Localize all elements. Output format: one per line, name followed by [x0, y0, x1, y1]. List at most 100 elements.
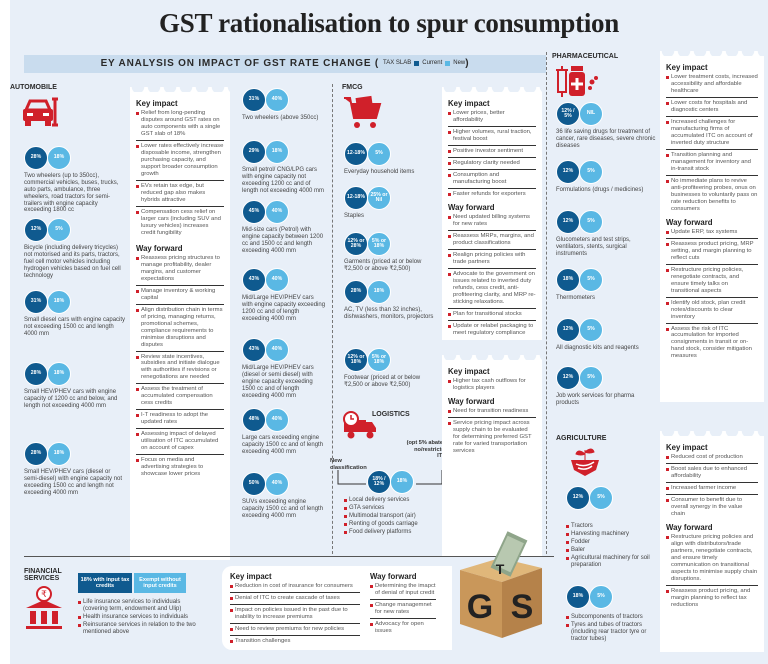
new-rate: 5%	[579, 318, 603, 342]
rate-pair: 12-18% 25% or Nil	[344, 186, 391, 210]
key-impact-list: Higher tax cash outflows for logistics p…	[448, 378, 536, 394]
rate-description: Thermometers	[556, 295, 596, 301]
list-item: Lower prices, better affordability	[448, 110, 536, 128]
divider	[24, 556, 554, 557]
current-rate: 43%	[242, 268, 266, 292]
list-item: Transition challenges	[230, 638, 360, 647]
current-rate: 28%	[24, 362, 48, 386]
way-forward-list: Need for transition readiness Service pri…	[448, 408, 536, 457]
current-rate: 12-18%	[344, 142, 368, 166]
list-item: Need for transition readiness	[448, 408, 536, 419]
list-item: Assessing impact of delayed utilisation …	[136, 431, 224, 456]
legend-current-label: Current	[422, 60, 443, 67]
new-rate: 5%	[579, 366, 603, 390]
agriculture-items-2: Subcomponents of tractors Tyres and tubes…	[566, 614, 660, 644]
new-rate: 25% or Nil	[367, 186, 391, 210]
rate-pair: 12-18% 5%	[344, 142, 391, 166]
key-impact-list: Reduction in cost of insurance for consu…	[230, 583, 360, 647]
current-rate: 29%	[242, 140, 266, 164]
new-rate: 18%	[390, 470, 414, 494]
list-item: Positive investor sentiment	[448, 148, 536, 159]
way-forward-list: Update ERP, tax systems Reassess product …	[666, 229, 758, 363]
rate-description: Bicycle (including delivery tricycles) n…	[24, 245, 121, 279]
list-item: Determining the imapct of denial of inpu…	[370, 583, 436, 601]
new-rate: 5% or 18%	[367, 232, 391, 256]
list-item: Higher tax cash outflows for logistics p…	[448, 378, 536, 394]
list-item: Relief from long-pending disputes around…	[136, 110, 224, 142]
list-item: Identify old stock, plan credit notes/di…	[666, 300, 758, 324]
list-item: Update ERP, tax systems	[666, 229, 758, 239]
new-rate: 18%	[47, 442, 71, 466]
new-rate: 40%	[265, 338, 289, 362]
current-rate-box: 18% with input tax credits	[78, 573, 132, 593]
divider	[332, 84, 333, 554]
current-rate: 18%	[556, 268, 580, 292]
list-item: Baler	[566, 547, 658, 554]
financial-title: FINANCIAL SERVICES	[24, 568, 62, 583]
rate-description: Small diesel cars with engine capacity n…	[24, 317, 126, 337]
new-rate: 18%	[367, 280, 391, 304]
list-item: Consumer to benefit due to overall syner…	[666, 497, 758, 520]
new-rate: 40%	[265, 268, 289, 292]
current-rate: 12% or 18%	[344, 348, 368, 372]
list-item: Consumption and manufacturing boost	[448, 172, 536, 189]
rate-description: Small petrol/ CNG/LPG cars with engine c…	[242, 167, 325, 194]
list-item: Restructure pricing policies and align w…	[666, 534, 758, 586]
new-rate: 5%	[579, 160, 603, 184]
list-item: I-T readiness to adopt the updated rates	[136, 412, 224, 430]
rate-pair: 28% 18%	[344, 280, 391, 304]
rate-pair: 48% 40%	[242, 408, 289, 432]
way-forward-heading: Way forward	[666, 522, 713, 532]
list-item: Reassess product pricing, MRP setting, a…	[666, 241, 758, 265]
current-rate: 12%	[24, 218, 48, 242]
new-rate: 18%	[47, 362, 71, 386]
list-item: Lower rates effectively increase disposa…	[136, 143, 224, 181]
financial-impact-card: Key impact Reduction in cost of insuranc…	[222, 566, 452, 650]
agriculture-items-1: Tractors Harvesting machinery Fodder Baler A…	[566, 523, 658, 570]
current-rate: 28%	[24, 146, 48, 170]
fmcg-title: FMCG	[342, 84, 363, 91]
rate-pair: 43% 40%	[242, 338, 289, 362]
rate-description: Everyday household items	[344, 169, 415, 175]
way-forward-heading: Way forward	[448, 202, 495, 212]
key-impact-heading: Key impact	[666, 63, 708, 72]
way-forward-list: Reassess pricing structures to manage pr…	[136, 255, 224, 480]
rate-pair: 28% 18%	[24, 146, 71, 170]
way-forward-list: Determining the imapct of denial of inpu…	[370, 583, 436, 637]
legend-new-swatch	[445, 61, 451, 67]
rate-pair: 12% 5%	[24, 218, 71, 242]
list-item: EVs retain tax edge, but reduced gap als…	[136, 183, 224, 207]
key-impact-heading: Key impact	[666, 443, 708, 452]
current-rate: 12%	[566, 486, 590, 510]
list-item: Lower treatment costs, increased accessi…	[666, 74, 758, 99]
list-item: Harvesting machinery	[566, 531, 658, 538]
list-item: Life insurance services to individuals (…	[78, 599, 196, 613]
rate-pair: 12% / 5% NIL	[556, 102, 603, 126]
automobile-impact-card: Key impact Relief from long-pending disp…	[130, 87, 230, 560]
banner-label: EY ANALYSIS ON IMPACT OF GST RATE CHANGE…	[100, 58, 380, 70]
rate-description: SUVs exceeding engine capacity 1500 cc a…	[242, 499, 324, 519]
agriculture-impact-card: Key impact Reduced cost of production Boo…	[660, 431, 764, 652]
way-forward-heading: Way forward	[448, 397, 495, 407]
list-item: Food delivery platforms	[344, 529, 444, 536]
list-item: Realign pricing policies with trade part…	[448, 252, 536, 269]
list-item: Faster refunds for exporters	[448, 191, 536, 200]
current-rate: 48%	[242, 408, 266, 432]
list-item: Update or relabel packaging to meet regu…	[448, 323, 536, 339]
rate-description: Two wheelers (above 350cc)	[242, 115, 319, 121]
list-item: Reassess MRPs, margins, and product clas…	[448, 233, 536, 250]
current-rate: 28%	[344, 280, 368, 304]
list-item: Increased farmer income	[666, 485, 758, 496]
list-item: Need to review premiums for new policies	[230, 626, 360, 637]
bank-rupee-icon: ₹	[26, 586, 62, 629]
rate-pair: 12% 5%	[556, 210, 603, 234]
key-impact-list: Reduced cost of production Boost sales du…	[666, 454, 758, 520]
ey-analysis-banner: EY ANALYSIS ON IMPACT OF GST RATE CHANGE…	[24, 55, 546, 73]
banner-close-paren: )	[465, 58, 470, 70]
list-item: Assess the treatment of accumulated comp…	[136, 386, 224, 411]
new-rate: 40%	[265, 472, 289, 496]
pharmaceutical-impact-card: Key impact Lower treatment costs, increa…	[660, 51, 764, 402]
list-item: Assess the risk of ITC accumulation for …	[666, 326, 758, 363]
current-rate: 12%	[556, 160, 580, 184]
syringe-medicine-icon	[556, 66, 598, 97]
